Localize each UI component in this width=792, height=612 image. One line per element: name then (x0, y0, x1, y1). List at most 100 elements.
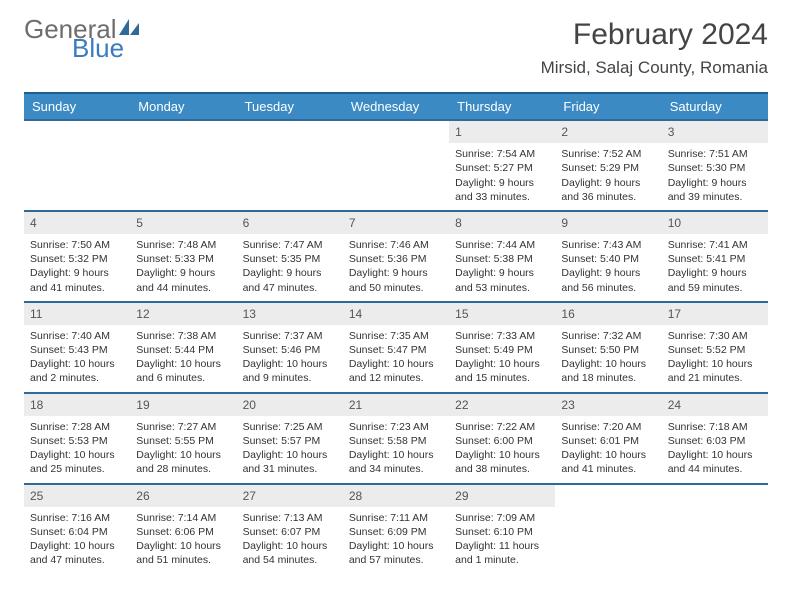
month-title: February 2024 (541, 18, 768, 52)
daylight-line: Daylight: 10 hours and 47 minutes. (30, 539, 124, 567)
sunrise-line: Sunrise: 7:13 AM (243, 511, 337, 525)
sunset-line: Sunset: 5:32 PM (30, 252, 124, 266)
day-number: 26 (130, 485, 236, 507)
sunrise-line: Sunrise: 7:46 AM (349, 238, 443, 252)
daylight-line: Daylight: 11 hours and 1 minute. (455, 539, 549, 567)
calendar-cell: . (130, 121, 236, 210)
calendar-cell: 19Sunrise: 7:27 AMSunset: 5:55 PMDayligh… (130, 394, 236, 483)
day-number: 1 (449, 121, 555, 143)
day-number: 4 (24, 212, 130, 234)
day-number: 22 (449, 394, 555, 416)
day-number: 27 (237, 485, 343, 507)
sunrise-line: Sunrise: 7:22 AM (455, 420, 549, 434)
weekday-header: Wednesday (343, 94, 449, 119)
sunset-line: Sunset: 6:01 PM (561, 434, 655, 448)
sunset-line: Sunset: 6:07 PM (243, 525, 337, 539)
sunrise-line: Sunrise: 7:16 AM (30, 511, 124, 525)
calendar-cell: . (662, 485, 768, 574)
sunrise-line: Sunrise: 7:23 AM (349, 420, 443, 434)
daylight-line: Daylight: 10 hours and 15 minutes. (455, 357, 549, 385)
sunrise-line: Sunrise: 7:52 AM (561, 147, 655, 161)
sunset-line: Sunset: 5:58 PM (349, 434, 443, 448)
daylight-line: Daylight: 10 hours and 51 minutes. (136, 539, 230, 567)
sunset-line: Sunset: 5:49 PM (455, 343, 549, 357)
calendar-cell: 17Sunrise: 7:30 AMSunset: 5:52 PMDayligh… (662, 303, 768, 392)
sunrise-line: Sunrise: 7:50 AM (30, 238, 124, 252)
day-number: 6 (237, 212, 343, 234)
sunset-line: Sunset: 5:46 PM (243, 343, 337, 357)
day-number: 29 (449, 485, 555, 507)
calendar-cell: 14Sunrise: 7:35 AMSunset: 5:47 PMDayligh… (343, 303, 449, 392)
sunset-line: Sunset: 5:53 PM (30, 434, 124, 448)
sunrise-line: Sunrise: 7:11 AM (349, 511, 443, 525)
sunset-line: Sunset: 5:50 PM (561, 343, 655, 357)
sunrise-line: Sunrise: 7:43 AM (561, 238, 655, 252)
sunset-line: Sunset: 5:38 PM (455, 252, 549, 266)
daylight-line: Daylight: 9 hours and 50 minutes. (349, 266, 443, 294)
sunrise-line: Sunrise: 7:54 AM (455, 147, 549, 161)
calendar-grid: ....1Sunrise: 7:54 AMSunset: 5:27 PMDayl… (24, 119, 768, 573)
day-number: 25 (24, 485, 130, 507)
day-number: 19 (130, 394, 236, 416)
day-number: 21 (343, 394, 449, 416)
day-number: 3 (662, 121, 768, 143)
day-number: 14 (343, 303, 449, 325)
sunset-line: Sunset: 5:41 PM (668, 252, 762, 266)
day-number: 23 (555, 394, 661, 416)
calendar-cell: . (237, 121, 343, 210)
weekday-header: Monday (130, 94, 236, 119)
sunrise-line: Sunrise: 7:41 AM (668, 238, 762, 252)
sunrise-line: Sunrise: 7:48 AM (136, 238, 230, 252)
calendar-cell: 6Sunrise: 7:47 AMSunset: 5:35 PMDaylight… (237, 212, 343, 301)
location-subtitle: Mirsid, Salaj County, Romania (541, 58, 768, 78)
daylight-line: Daylight: 9 hours and 41 minutes. (30, 266, 124, 294)
calendar-cell: 16Sunrise: 7:32 AMSunset: 5:50 PMDayligh… (555, 303, 661, 392)
daylight-line: Daylight: 9 hours and 44 minutes. (136, 266, 230, 294)
daylight-line: Daylight: 9 hours and 53 minutes. (455, 266, 549, 294)
calendar-cell: 15Sunrise: 7:33 AMSunset: 5:49 PMDayligh… (449, 303, 555, 392)
logo: General Blue (24, 18, 141, 61)
day-number: 12 (130, 303, 236, 325)
daylight-line: Daylight: 9 hours and 33 minutes. (455, 176, 549, 204)
daylight-line: Daylight: 9 hours and 56 minutes. (561, 266, 655, 294)
calendar-cell: 12Sunrise: 7:38 AMSunset: 5:44 PMDayligh… (130, 303, 236, 392)
calendar-cell: 4 Sunrise: 7:50 AMSunset: 5:32 PMDaylight… (24, 212, 130, 301)
daylight-line: Daylight: 9 hours and 59 minutes. (668, 266, 762, 294)
day-number: 17 (662, 303, 768, 325)
calendar-cell: 24Sunrise: 7:18 AMSunset: 6:03 PMDayligh… (662, 394, 768, 483)
sunset-line: Sunset: 6:10 PM (455, 525, 549, 539)
day-number: 11 (24, 303, 130, 325)
day-number: 18 (24, 394, 130, 416)
daylight-line: Daylight: 10 hours and 21 minutes. (668, 357, 762, 385)
sunrise-line: Sunrise: 7:25 AM (243, 420, 337, 434)
calendar-cell: 25Sunrise: 7:16 AMSunset: 6:04 PMDayligh… (24, 485, 130, 574)
weekday-header: Friday (555, 94, 661, 119)
sunrise-line: Sunrise: 7:35 AM (349, 329, 443, 343)
page-header: General Blue February 2024 Mirsid, Salaj… (24, 18, 768, 78)
calendar-cell: 8Sunrise: 7:44 AMSunset: 5:38 PMDaylight… (449, 212, 555, 301)
calendar-cell: 10Sunrise: 7:41 AMSunset: 5:41 PMDayligh… (662, 212, 768, 301)
sunset-line: Sunset: 5:30 PM (668, 161, 762, 175)
calendar-cell: 20Sunrise: 7:25 AMSunset: 5:57 PMDayligh… (237, 394, 343, 483)
weekday-header: Saturday (662, 94, 768, 119)
daylight-line: Daylight: 10 hours and 18 minutes. (561, 357, 655, 385)
weekday-header: Thursday (449, 94, 555, 119)
sunrise-line: Sunrise: 7:33 AM (455, 329, 549, 343)
day-number: 7 (343, 212, 449, 234)
sunrise-line: Sunrise: 7:47 AM (243, 238, 337, 252)
sunset-line: Sunset: 5:27 PM (455, 161, 549, 175)
daylight-line: Daylight: 10 hours and 34 minutes. (349, 448, 443, 476)
sunrise-line: Sunrise: 7:28 AM (30, 420, 124, 434)
logo-text-bottom: Blue (72, 37, 124, 60)
sunrise-line: Sunrise: 7:30 AM (668, 329, 762, 343)
daylight-line: Daylight: 10 hours and 2 minutes. (30, 357, 124, 385)
daylight-line: Daylight: 10 hours and 31 minutes. (243, 448, 337, 476)
daylight-line: Daylight: 10 hours and 57 minutes. (349, 539, 443, 567)
title-block: February 2024 Mirsid, Salaj County, Roma… (541, 18, 768, 78)
day-number: 24 (662, 394, 768, 416)
sunset-line: Sunset: 5:47 PM (349, 343, 443, 357)
daylight-line: Daylight: 10 hours and 6 minutes. (136, 357, 230, 385)
calendar-cell: . (555, 485, 661, 574)
sunrise-line: Sunrise: 7:38 AM (136, 329, 230, 343)
sunrise-line: Sunrise: 7:09 AM (455, 511, 549, 525)
